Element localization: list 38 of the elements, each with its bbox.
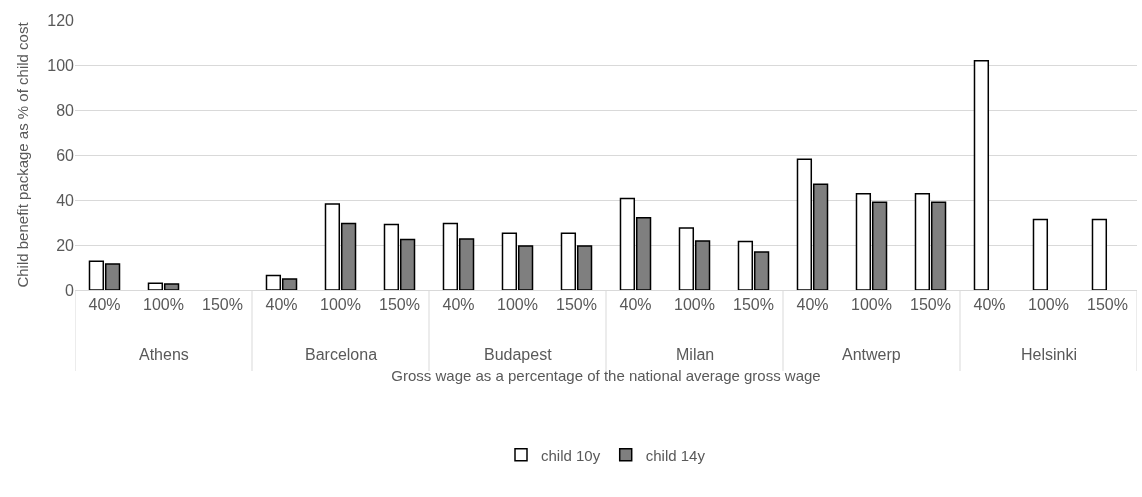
- x-tick-label: 150%: [733, 296, 774, 314]
- text: Milan: [676, 346, 715, 363]
- x-tick-label: 100%: [497, 296, 538, 314]
- x-axis-title: Gross wage as a percentage of the national average gross wage: [391, 367, 821, 385]
- y-tick-label: 0: [65, 281, 75, 299]
- legend-label: child 10y: [541, 446, 601, 464]
- text: Budapest: [484, 346, 553, 363]
- text: Helsinki: [1021, 346, 1078, 363]
- x-tick-label: 150%: [202, 296, 243, 314]
- x-tick-label: 100%: [674, 296, 715, 314]
- text: Antwerp: [842, 346, 901, 363]
- y-tick-label: 100: [47, 56, 75, 74]
- bar: [1091, 218, 1108, 290]
- x-tick-label: 40%: [973, 296, 1006, 314]
- y-tick-label: 40: [56, 191, 75, 209]
- y-tick-label: 60: [56, 146, 75, 164]
- legend-label: child 14y: [645, 446, 706, 464]
- x-tick-label: 40%: [88, 296, 121, 314]
- x-tick-label: 40%: [442, 296, 475, 314]
- x-tick-label: 100%: [851, 296, 892, 314]
- x-tick-label: 100%: [1028, 296, 1069, 314]
- x-tick-label: 40%: [796, 296, 829, 314]
- y-tick-label: 120: [47, 11, 75, 29]
- y-tick-label: 80: [56, 101, 75, 119]
- x-tick-label: 150%: [379, 296, 420, 314]
- text: Athens: [139, 346, 189, 363]
- x-tick-label: 100%: [143, 296, 184, 314]
- x-tick-label: 150%: [910, 296, 951, 314]
- x-tick-label: 150%: [1087, 296, 1128, 314]
- bar: [1032, 218, 1049, 290]
- bar: [973, 59, 990, 290]
- x-tick-label: 100%: [320, 296, 361, 314]
- y-axis-title: Child benefit package as % of child cost: [13, 21, 31, 288]
- x-tick-label: 150%: [556, 296, 597, 314]
- x-tick-label: 40%: [619, 296, 652, 314]
- x-tick-label: 40%: [265, 296, 298, 314]
- text: Barcelona: [305, 346, 378, 363]
- y-tick-label: 20: [56, 236, 75, 254]
